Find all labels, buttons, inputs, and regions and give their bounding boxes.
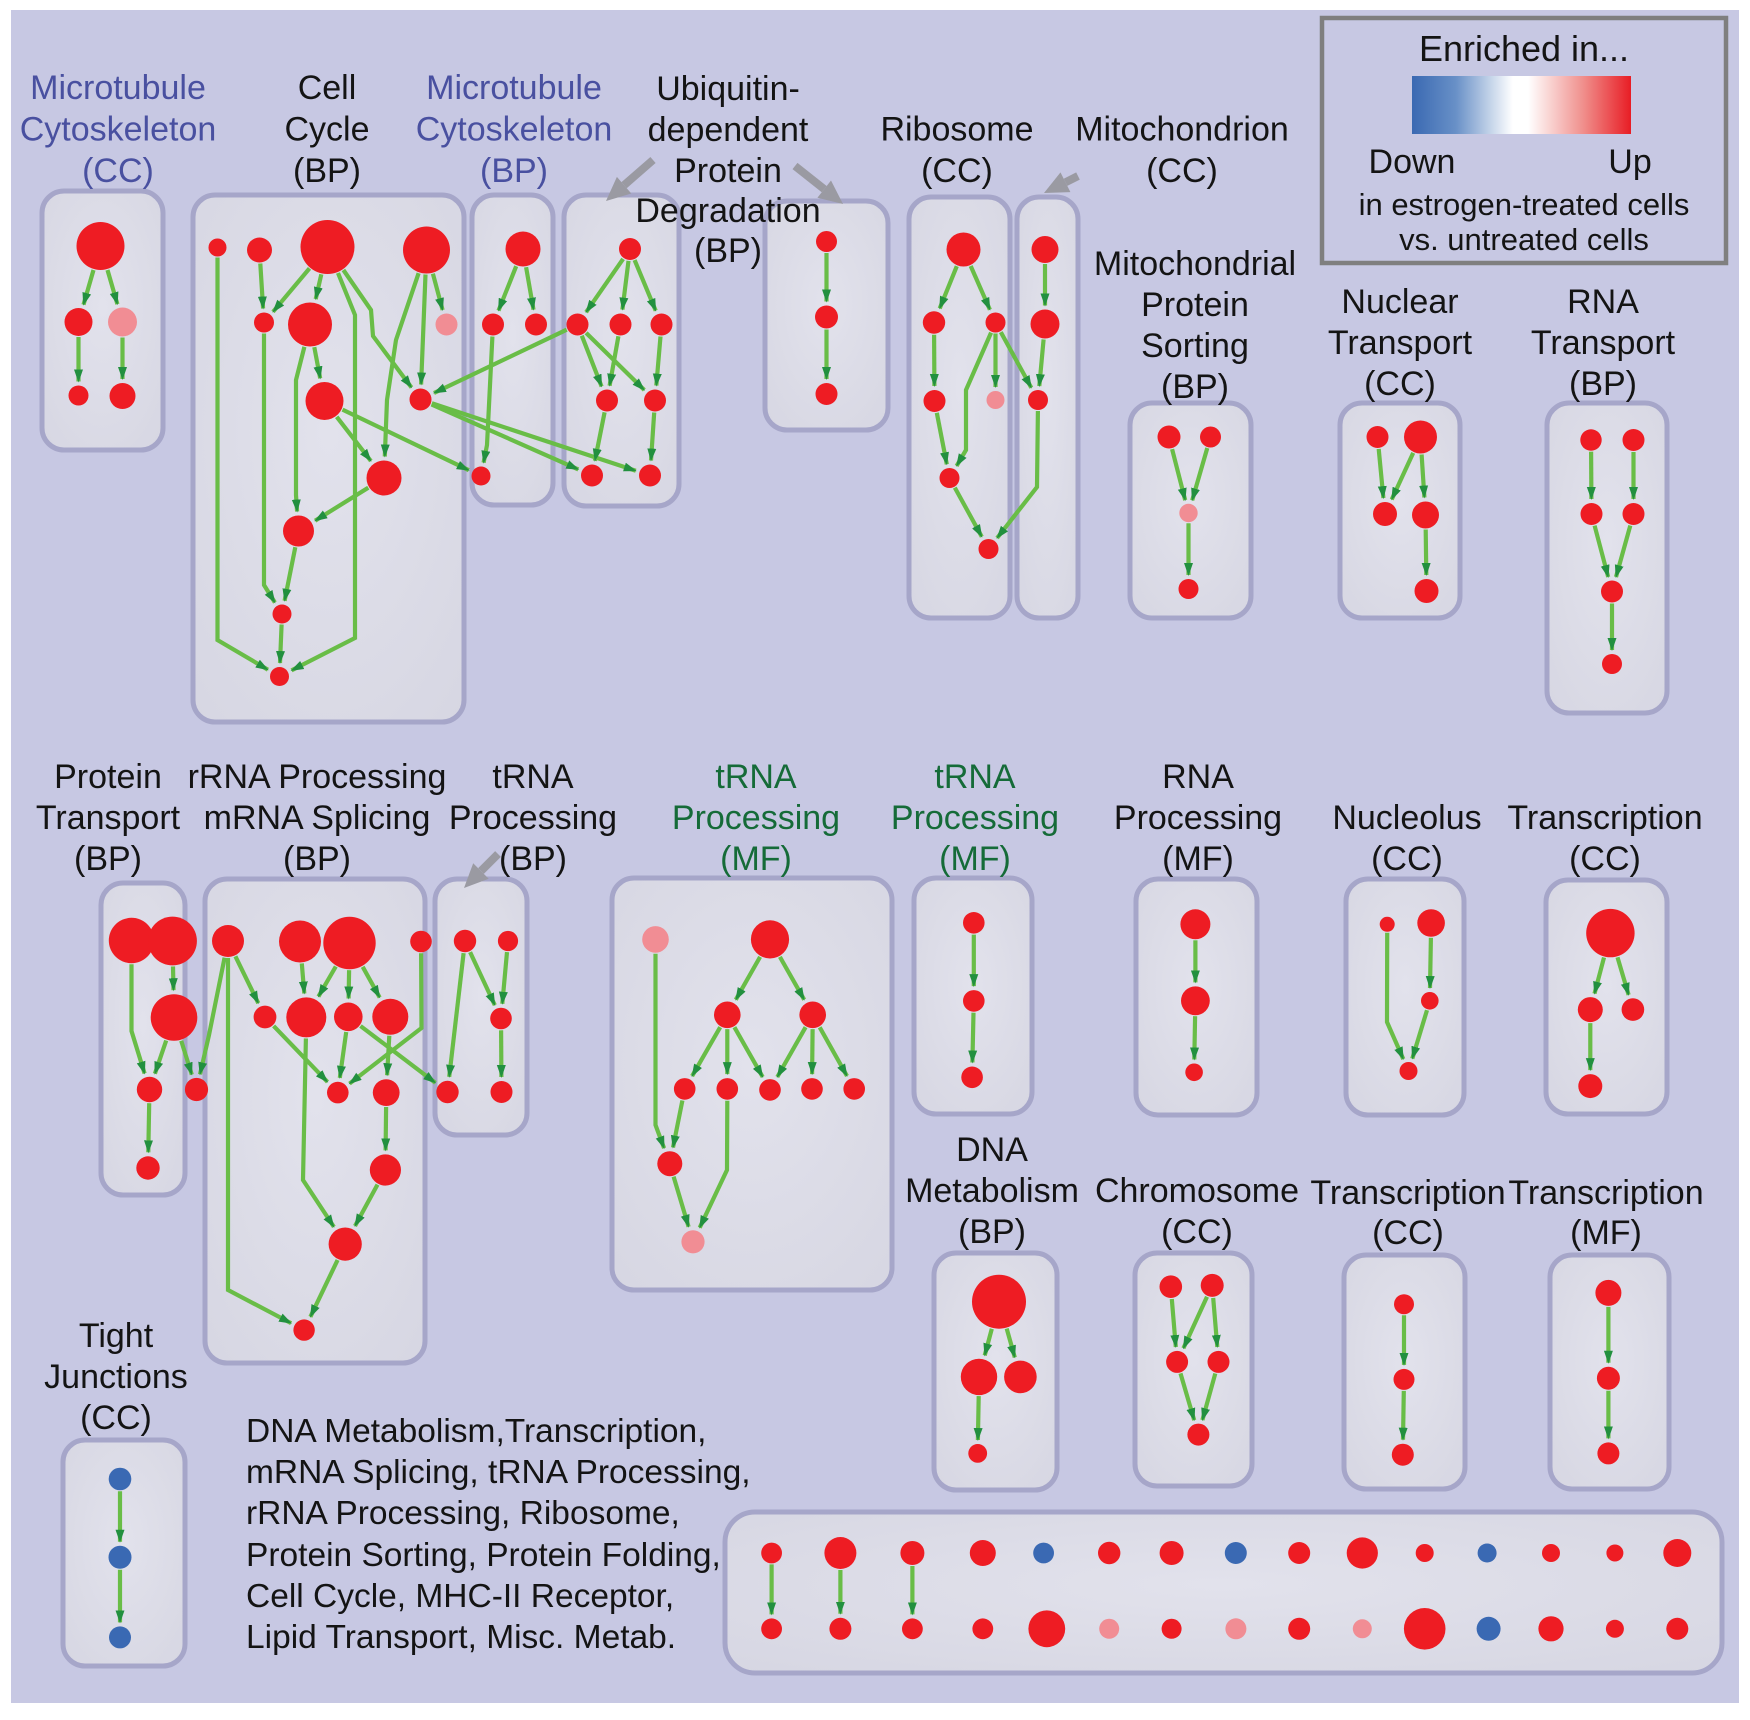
svg-text:Ubiquitin-: Ubiquitin- [656,70,800,108]
svg-text:tRNA: tRNA [492,758,574,796]
svg-text:(BP): (BP) [1161,368,1229,406]
svg-text:(BP): (BP) [1569,365,1637,403]
svg-text:Mitochondrial: Mitochondrial [1094,245,1296,283]
svg-text:Nucleolus: Nucleolus [1332,799,1481,837]
svg-text:Cytoskeleton: Cytoskeleton [20,111,217,149]
svg-text:mRNA Splicing: mRNA Splicing [204,799,431,837]
svg-text:Processing: Processing [1114,799,1282,837]
svg-text:(CC): (CC) [1569,840,1641,878]
svg-text:vs. untreated cells: vs. untreated cells [1399,222,1649,257]
svg-text:in estrogen-treated cells: in estrogen-treated cells [1359,187,1690,222]
svg-text:(CC): (CC) [1146,152,1218,190]
svg-text:Protein Sorting, Protein Foldi: Protein Sorting, Protein Folding, [246,1537,721,1574]
svg-text:Protein: Protein [54,758,162,796]
svg-text:Transcription: Transcription [1508,1174,1703,1212]
svg-text:dependent: dependent [648,111,809,149]
svg-text:rRNA Processing: rRNA Processing [188,758,447,796]
svg-text:(CC): (CC) [1372,1214,1444,1252]
svg-text:Mitochondrion: Mitochondrion [1075,111,1289,149]
svg-text:RNA: RNA [1567,283,1639,321]
svg-text:(CC): (CC) [1364,365,1436,403]
svg-text:Processing: Processing [672,799,840,837]
svg-text:Degradation: Degradation [635,192,820,230]
svg-text:Chromosome: Chromosome [1095,1172,1299,1210]
svg-text:Transcription: Transcription [1310,1174,1505,1212]
svg-text:(BP): (BP) [694,232,762,270]
svg-text:rRNA Processing, Ribosome,: rRNA Processing, Ribosome, [246,1495,680,1532]
svg-text:DNA: DNA [956,1131,1028,1169]
svg-text:Protein: Protein [674,152,782,190]
svg-text:Cycle: Cycle [284,111,369,149]
svg-text:Enriched in...: Enriched in... [1419,28,1629,69]
svg-text:(BP): (BP) [499,840,567,878]
svg-text:Lipid Transport, Misc. Metab.: Lipid Transport, Misc. Metab. [246,1619,676,1656]
svg-text:Processing: Processing [449,799,617,837]
svg-text:Protein: Protein [1141,286,1249,324]
svg-text:Transport: Transport [36,799,181,837]
svg-text:Cell: Cell [298,69,357,107]
svg-text:tRNA: tRNA [934,758,1016,796]
svg-text:mRNA Splicing, tRNA Processing: mRNA Splicing, tRNA Processing, [246,1454,751,1491]
svg-text:Junctions: Junctions [44,1358,188,1396]
svg-text:(BP): (BP) [283,840,351,878]
svg-text:(BP): (BP) [480,152,548,190]
svg-text:Microtubule: Microtubule [426,69,602,107]
svg-text:Processing: Processing [891,799,1059,837]
svg-text:(MF): (MF) [939,840,1011,878]
svg-text:Transport: Transport [1328,324,1473,362]
svg-text:(CC): (CC) [80,1399,152,1437]
svg-text:(BP): (BP) [293,152,361,190]
svg-text:tRNA: tRNA [715,758,797,796]
svg-text:Cytoskeleton: Cytoskeleton [416,111,613,149]
svg-text:(MF): (MF) [1570,1214,1642,1252]
svg-text:Down: Down [1369,143,1456,181]
svg-text:Cell Cycle, MHC-II Receptor,: Cell Cycle, MHC-II Receptor, [246,1578,674,1615]
svg-text:Up: Up [1608,143,1651,181]
svg-text:Metabolism: Metabolism [905,1172,1079,1210]
svg-text:Tight: Tight [79,1317,154,1355]
svg-text:(CC): (CC) [82,152,154,190]
svg-text:Sorting: Sorting [1141,327,1249,365]
svg-text:DNA Metabolism,Transcription,: DNA Metabolism,Transcription, [246,1413,706,1450]
svg-text:(MF): (MF) [1162,840,1234,878]
svg-text:Microtubule: Microtubule [30,69,206,107]
svg-text:(CC): (CC) [1161,1213,1233,1251]
svg-text:Transcription: Transcription [1507,799,1702,837]
svg-text:(CC): (CC) [1371,840,1443,878]
svg-text:Transport: Transport [1531,324,1676,362]
svg-text:(MF): (MF) [720,840,792,878]
svg-text:(BP): (BP) [74,840,142,878]
svg-text:Ribosome: Ribosome [880,111,1033,149]
svg-text:Nuclear: Nuclear [1341,283,1458,321]
svg-text:RNA: RNA [1162,758,1234,796]
svg-text:(CC): (CC) [921,152,993,190]
svg-text:(BP): (BP) [958,1213,1026,1251]
